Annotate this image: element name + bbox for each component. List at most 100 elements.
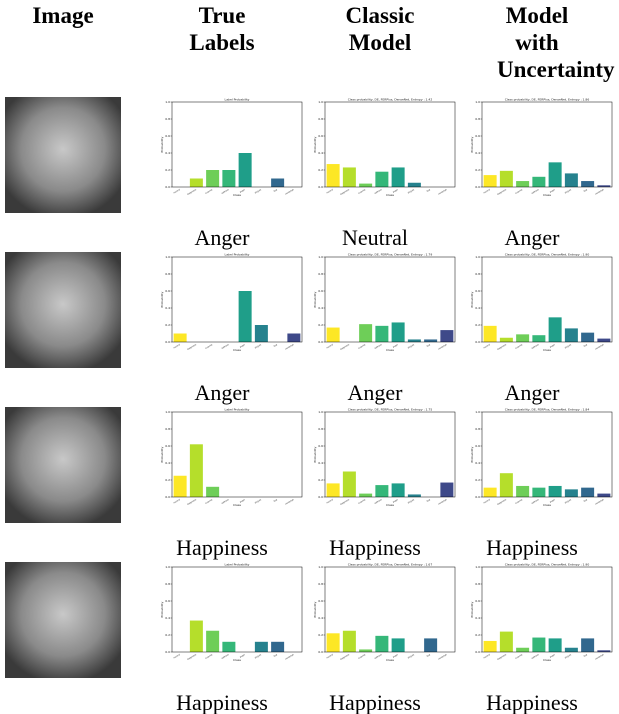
x-tick-label: disgust bbox=[564, 343, 572, 349]
x-tick-label: sadness bbox=[531, 189, 539, 195]
bar bbox=[343, 167, 356, 187]
bar bbox=[516, 486, 529, 497]
bar bbox=[549, 317, 562, 342]
face-image bbox=[5, 562, 121, 678]
y-tick-label: 0.2 bbox=[475, 168, 480, 172]
bar bbox=[408, 494, 421, 497]
x-tick-label: contempt bbox=[285, 188, 295, 196]
y-tick-label: 0.6 bbox=[165, 599, 170, 603]
y-tick-label: 0.2 bbox=[165, 323, 170, 327]
y-tick-label: 0.8 bbox=[318, 117, 323, 121]
chart-title: Class probability, DE, FERPlus, DenseNet… bbox=[505, 563, 590, 567]
chart-title: Class probability, DE, FERPlus, DenseNet… bbox=[348, 563, 433, 567]
y-tick-label: 0.0 bbox=[475, 340, 480, 344]
x-tick-label: happiness bbox=[187, 499, 197, 506]
y-axis-label: Probability bbox=[313, 446, 317, 462]
bar bbox=[484, 641, 497, 652]
bar bbox=[255, 325, 268, 342]
y-axis-label: Probability bbox=[160, 446, 164, 462]
y-tick-label: 1.0 bbox=[318, 565, 323, 569]
x-tick-label: contempt bbox=[595, 343, 605, 351]
bar bbox=[408, 339, 421, 342]
predicted-label: Happiness bbox=[486, 535, 578, 560]
x-tick-label: contempt bbox=[438, 343, 448, 351]
y-axis-label: Probability bbox=[470, 601, 474, 617]
bar bbox=[375, 326, 388, 342]
y-tick-label: 0.0 bbox=[165, 340, 170, 344]
y-tick-label: 0.2 bbox=[318, 168, 323, 172]
bar bbox=[375, 172, 388, 187]
y-tick-label: 1.0 bbox=[475, 565, 480, 569]
bar bbox=[343, 472, 356, 498]
bar bbox=[581, 181, 594, 187]
chart-title: Class probability, DE, FERPlus, DenseNet… bbox=[348, 98, 433, 102]
x-tick-label: sadness bbox=[531, 344, 539, 350]
x-axis-label: Class bbox=[386, 503, 394, 507]
y-tick-label: 0.6 bbox=[475, 134, 480, 138]
chart-title: Label Probability bbox=[225, 563, 250, 567]
x-tick-label: surprise bbox=[205, 343, 214, 350]
bar bbox=[532, 488, 545, 497]
bar bbox=[206, 487, 219, 497]
plot-frame bbox=[482, 257, 612, 342]
plot-frame bbox=[172, 257, 302, 342]
bar bbox=[500, 338, 513, 342]
x-tick-label: contempt bbox=[438, 653, 448, 661]
y-tick-label: 0.6 bbox=[318, 289, 323, 293]
y-tick-label: 0.0 bbox=[165, 495, 170, 499]
bar bbox=[392, 638, 405, 652]
y-tick-label: 0.2 bbox=[475, 633, 480, 637]
x-axis-label: Class bbox=[543, 658, 551, 662]
predicted-label: Happiness bbox=[176, 535, 268, 560]
y-tick-label: 1.0 bbox=[165, 255, 170, 259]
bar bbox=[343, 631, 356, 652]
x-tick-label: disgust bbox=[407, 343, 415, 349]
x-tick-label: disgust bbox=[254, 188, 262, 194]
x-tick-label: neutral bbox=[483, 188, 491, 194]
x-axis-label: Class bbox=[543, 348, 551, 352]
y-tick-label: 1.0 bbox=[318, 255, 323, 259]
y-tick-label: 0.4 bbox=[475, 616, 480, 620]
x-tick-label: fear bbox=[583, 188, 588, 193]
x-tick-label: happiness bbox=[497, 344, 507, 351]
y-tick-label: 1.0 bbox=[318, 100, 323, 104]
predicted-label: Anger bbox=[195, 225, 251, 250]
y-tick-label: 0.4 bbox=[318, 616, 323, 620]
bar bbox=[484, 326, 497, 342]
bar bbox=[484, 488, 497, 497]
y-tick-label: 0.8 bbox=[475, 117, 480, 121]
predicted-label: Happiness bbox=[486, 690, 578, 714]
x-tick-label: contempt bbox=[595, 498, 605, 506]
bar bbox=[440, 483, 453, 497]
x-tick-label: disgust bbox=[407, 188, 415, 194]
chart-title: Class probability, DE, FERPlus, DenseNet… bbox=[505, 98, 590, 102]
x-tick-label: fear bbox=[426, 343, 431, 348]
x-tick-label: disgust bbox=[564, 188, 572, 194]
x-tick-label: fear bbox=[273, 343, 278, 348]
x-tick-label: sadness bbox=[221, 654, 229, 660]
y-tick-label: 0.2 bbox=[165, 633, 170, 637]
bar bbox=[597, 650, 610, 652]
x-tick-label: happiness bbox=[497, 499, 507, 506]
bar bbox=[174, 334, 187, 343]
bar bbox=[206, 631, 219, 652]
x-tick-label: surprise bbox=[515, 343, 524, 350]
x-axis-label: Class bbox=[233, 503, 241, 507]
bar bbox=[565, 173, 578, 187]
bar bbox=[565, 648, 578, 652]
predicted-label: Anger bbox=[505, 225, 561, 250]
bar bbox=[581, 333, 594, 342]
x-axis-label: Class bbox=[386, 193, 394, 197]
bar bbox=[516, 648, 529, 652]
bar bbox=[287, 334, 300, 343]
bar bbox=[500, 171, 513, 187]
x-tick-label: fear bbox=[273, 498, 278, 503]
y-tick-label: 0.8 bbox=[318, 427, 323, 431]
x-tick-label: sadness bbox=[374, 344, 382, 350]
y-tick-label: 0.2 bbox=[318, 633, 323, 637]
x-tick-label: fear bbox=[273, 653, 278, 658]
x-axis-label: Class bbox=[386, 348, 394, 352]
y-tick-label: 0.6 bbox=[318, 599, 323, 603]
x-tick-label: happiness bbox=[187, 189, 197, 196]
bar bbox=[392, 322, 405, 342]
